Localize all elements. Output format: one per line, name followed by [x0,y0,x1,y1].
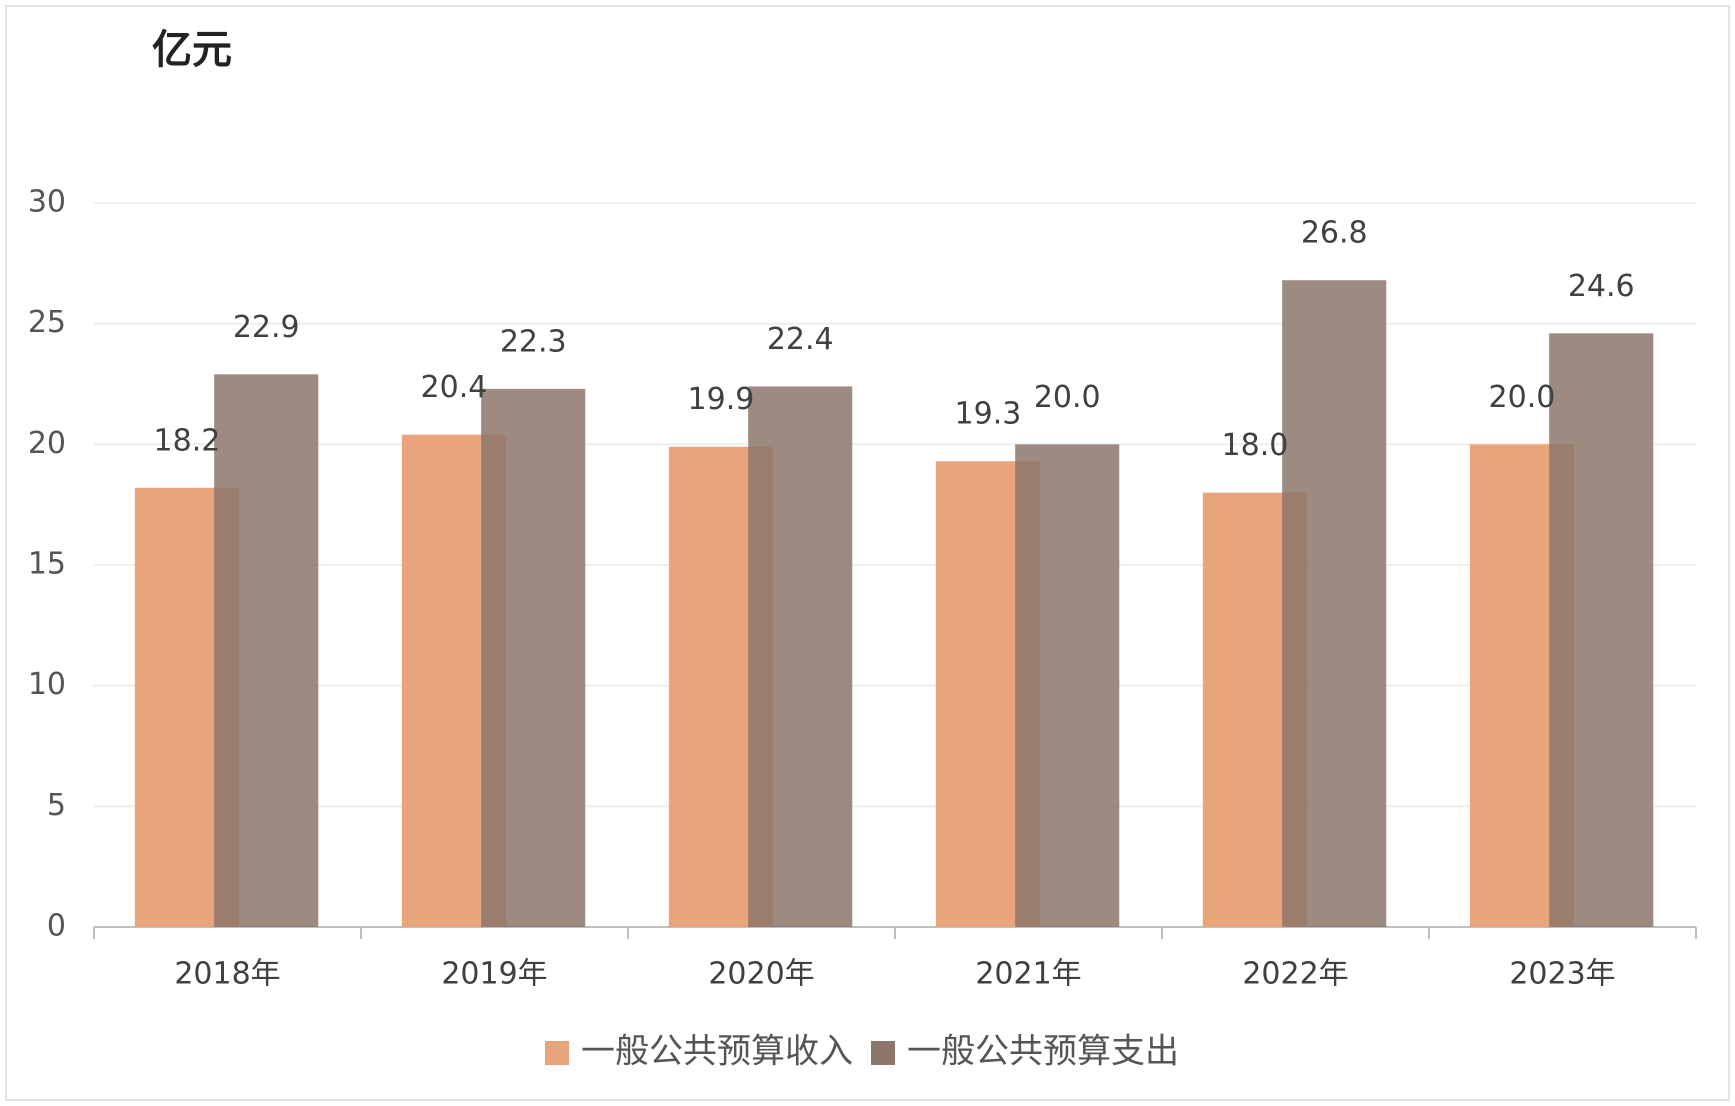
value-label: 22.4 [767,322,834,357]
x-tick-label: 2021年 [975,957,1081,992]
bar [481,388,586,927]
legend-label: 一般公共预算收入 [581,1032,853,1072]
value-label: 19.3 [955,397,1022,432]
y-tick-label: 5 [47,788,66,823]
y-tick-label: 0 [47,909,66,944]
value-label: 18.2 [154,423,221,458]
value-label: 19.9 [688,382,755,417]
value-label: 20.0 [1489,380,1556,415]
y-tick-label: 15 [28,547,66,582]
bar [748,386,853,927]
x-tick-label: 2023年 [1509,957,1615,992]
legend-label: 一般公共预算支出 [907,1032,1179,1072]
legend-swatch [545,1041,569,1065]
value-label: 22.3 [500,324,567,359]
y-tick-label: 20 [28,426,66,461]
value-label: 18.0 [1222,428,1289,463]
x-tick-label: 2020年 [708,957,814,992]
y-tick-label: 30 [28,185,66,220]
value-label: 24.6 [1568,269,1635,304]
bar [1549,333,1654,927]
x-tick-label: 2018年 [174,957,280,992]
y-tick-label: 25 [28,305,66,340]
x-tick-label: 2019年 [441,957,547,992]
legend-swatch [871,1041,895,1065]
value-label: 20.4 [421,370,488,405]
bar [214,374,319,927]
bar [1282,280,1387,927]
bar [1015,444,1120,927]
unit-label: 亿元 [152,27,232,73]
value-label: 26.8 [1301,216,1368,251]
y-tick-label: 10 [28,667,66,702]
value-label: 20.0 [1034,380,1101,415]
value-label: 22.9 [233,310,300,345]
x-tick-label: 2022年 [1242,957,1348,992]
